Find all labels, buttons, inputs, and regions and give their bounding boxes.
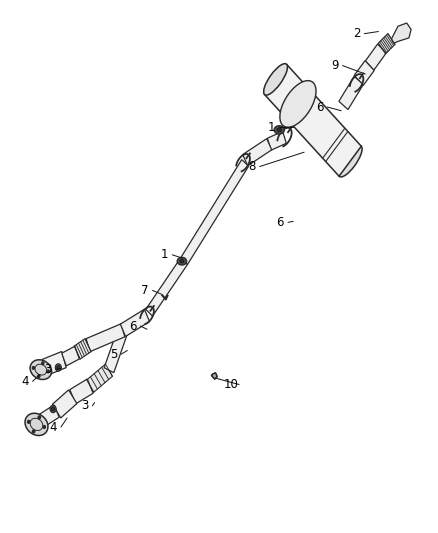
Text: 9: 9 [331,59,339,72]
Ellipse shape [30,360,52,379]
Text: 8: 8 [248,160,255,173]
Polygon shape [86,324,125,352]
Circle shape [50,405,56,413]
Text: 4: 4 [49,421,57,433]
Text: 2: 2 [353,27,360,40]
Polygon shape [87,364,113,392]
Ellipse shape [277,128,282,132]
Text: 3: 3 [81,399,88,413]
Circle shape [47,370,49,373]
Polygon shape [42,351,66,376]
Text: 1: 1 [161,248,168,261]
Ellipse shape [264,63,287,95]
Text: 7: 7 [141,284,148,297]
Polygon shape [146,258,187,316]
Polygon shape [180,159,249,264]
Polygon shape [365,44,386,70]
Circle shape [38,375,40,377]
Ellipse shape [338,146,362,177]
Text: 4: 4 [21,375,28,388]
Text: 6: 6 [276,216,284,229]
Text: 6: 6 [316,101,323,114]
Circle shape [32,430,35,433]
Polygon shape [267,131,286,150]
Circle shape [38,416,40,419]
Polygon shape [392,23,411,43]
Text: 3: 3 [44,362,52,376]
Text: 1: 1 [268,120,275,134]
Ellipse shape [274,126,284,134]
Polygon shape [37,405,59,428]
Polygon shape [74,338,91,359]
Circle shape [32,367,35,369]
Polygon shape [378,34,395,54]
Text: 6: 6 [129,320,136,333]
Circle shape [28,421,30,423]
Polygon shape [120,309,149,336]
Circle shape [43,425,46,429]
Polygon shape [339,76,363,110]
Polygon shape [53,390,77,418]
Polygon shape [212,373,217,379]
Text: 10: 10 [224,378,239,391]
Ellipse shape [280,80,316,127]
Polygon shape [104,328,128,373]
Circle shape [57,366,60,369]
Polygon shape [62,346,79,366]
Polygon shape [265,64,361,176]
Ellipse shape [180,260,184,263]
Circle shape [52,407,55,411]
Text: 5: 5 [110,348,117,361]
Ellipse shape [177,257,187,265]
Circle shape [55,364,61,371]
Ellipse shape [25,413,48,435]
Polygon shape [243,139,272,166]
Polygon shape [70,379,93,404]
Polygon shape [354,61,374,85]
Circle shape [42,362,44,365]
